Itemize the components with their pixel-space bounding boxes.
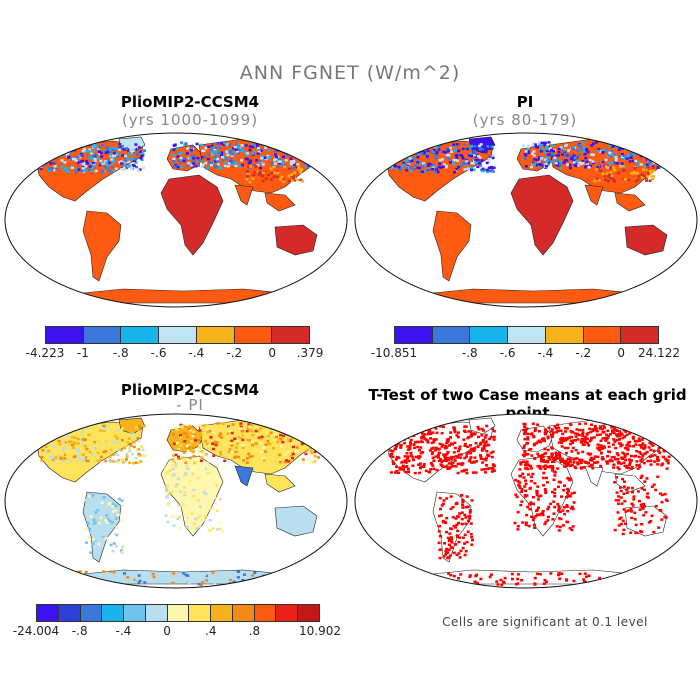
colorbar-swatch xyxy=(83,327,122,343)
figure-title: ANN FGNET (W/m^2) xyxy=(239,62,461,84)
continent-southAmerica xyxy=(432,210,472,282)
significance-note: Cells are significant at 0.1 level xyxy=(442,615,648,629)
continent-australia xyxy=(274,224,318,256)
colorbar-tick-label: -.4 xyxy=(188,346,205,360)
colorbar-tick-label: -.8 xyxy=(71,624,88,638)
colorbar-tick-label: .379 xyxy=(296,346,324,360)
panel2-title: PI xyxy=(516,93,534,111)
map-border xyxy=(354,413,698,589)
colorbar-swatch xyxy=(508,327,546,343)
colorbar-tick-label: -10.851 xyxy=(370,346,418,360)
colorbar-pi xyxy=(394,326,659,344)
continent-antarctica xyxy=(62,569,304,585)
continent-greenland xyxy=(468,417,496,435)
map-border xyxy=(4,413,348,589)
continent-india xyxy=(584,184,604,206)
colorbar-swatch xyxy=(234,327,273,343)
colorbar-swatch xyxy=(276,605,299,621)
continent-southAmerica xyxy=(82,210,122,282)
colorbar-swatch xyxy=(189,605,212,621)
colorbar-swatch xyxy=(583,327,622,343)
colorbar-tick-label: 0 xyxy=(268,346,276,360)
colorbar-swatch xyxy=(432,327,471,343)
continent-africa xyxy=(160,174,224,256)
colorbar-tick-label: -.6 xyxy=(150,346,167,360)
colorbar-tick-label: 10.902 xyxy=(299,624,341,638)
panel1-subtitle: (yrs 1000-1099) xyxy=(121,111,259,129)
continent-australia xyxy=(274,505,318,537)
colorbar-swatch xyxy=(254,605,277,621)
map-border xyxy=(4,132,348,308)
colorbar-tick-label: -.2 xyxy=(575,346,592,360)
colorbar-swatch xyxy=(102,605,125,621)
continent-australia xyxy=(624,224,668,256)
colorbar-swatch xyxy=(159,327,197,343)
colorbar-tick-label: 0 xyxy=(163,624,171,638)
continent-africa xyxy=(510,174,574,256)
colorbar-tick-label: -.6 xyxy=(499,346,516,360)
continent-seAsia xyxy=(614,192,646,212)
map-ttest xyxy=(354,413,698,589)
colorbar-swatch xyxy=(196,327,235,343)
colorbar-swatch xyxy=(272,327,310,343)
continent-antarctica xyxy=(412,288,654,304)
map-pliomip2 xyxy=(4,132,348,308)
colorbar-swatch xyxy=(232,605,255,621)
colorbar-swatch xyxy=(545,327,584,343)
colorbar-tick-label: .4 xyxy=(205,624,217,638)
colorbar-swatch xyxy=(395,327,433,343)
colorbar-tick-label: -1 xyxy=(76,346,89,360)
colorbar-pliomip2 xyxy=(45,326,310,344)
map-difference xyxy=(4,413,348,589)
colorbar-tick-label: -.2 xyxy=(226,346,243,360)
panel3-title: PlioMIP2-CCSM4 xyxy=(120,381,260,399)
colorbar-swatch xyxy=(145,605,168,621)
colorbar-swatch xyxy=(167,605,190,621)
colorbar-swatch xyxy=(37,605,59,621)
continent-antarctica xyxy=(62,288,304,304)
colorbar-swatch xyxy=(621,327,659,343)
colorbar-swatch xyxy=(298,605,319,621)
colorbar-swatch xyxy=(124,605,146,621)
colorbar-swatch xyxy=(46,327,84,343)
continent-antarctica xyxy=(412,569,654,585)
colorbar-tick-label: .8 xyxy=(248,624,261,638)
colorbar-swatch xyxy=(121,327,160,343)
colorbar-tick-label: -24.004 xyxy=(12,624,60,638)
colorbar-tick-label: -.8 xyxy=(461,346,478,360)
colorbar-swatch xyxy=(211,605,233,621)
colorbar-tick-label: 24.122 xyxy=(638,346,680,360)
map-pi xyxy=(354,132,698,308)
colorbar-swatch xyxy=(80,605,103,621)
colorbar-tick-label: -.4 xyxy=(537,346,554,360)
continent-northAmerica xyxy=(386,140,494,202)
colorbar-difference xyxy=(36,604,320,622)
colorbar-tick-label: -.4 xyxy=(115,624,132,638)
colorbar-tick-label: -4.223 xyxy=(25,346,65,360)
continent-india xyxy=(234,184,254,206)
map-border xyxy=(354,132,698,308)
panel1-title: PlioMIP2-CCSM4 xyxy=(120,93,260,111)
panel3-subtitle: - PI xyxy=(176,396,204,414)
panel2-subtitle: (yrs 80-179) xyxy=(472,111,578,129)
colorbar-tick-label: -.8 xyxy=(112,346,129,360)
continent-seAsia xyxy=(264,192,296,212)
continent-seAsia xyxy=(264,473,296,493)
colorbar-tick-label: 0 xyxy=(617,346,625,360)
continent-india xyxy=(234,465,254,487)
colorbar-swatch xyxy=(470,327,509,343)
continent-india xyxy=(584,465,604,487)
colorbar-swatch xyxy=(58,605,81,621)
